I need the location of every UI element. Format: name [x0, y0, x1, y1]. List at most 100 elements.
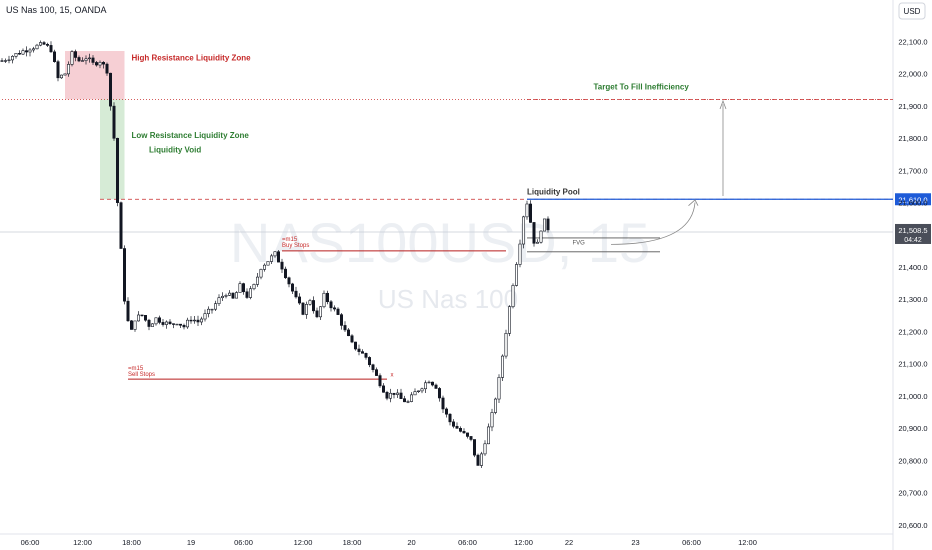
candle-body — [476, 454, 480, 466]
candle-body — [350, 335, 354, 343]
price-tick-label: 21,800.0 — [898, 134, 927, 143]
zone-high-resistance-liquidity-zone — [65, 51, 125, 100]
candle-body — [52, 51, 56, 62]
candle-body — [21, 50, 25, 55]
price-axis[interactable]: 21,610.0 20,600.0 20,700.0 20,800.0 20,900.0… — [895, 37, 931, 530]
zones-layer — [65, 51, 125, 200]
candle-body — [511, 285, 515, 308]
candle-body — [500, 355, 504, 378]
candle-body — [427, 381, 431, 384]
candle-body — [381, 385, 385, 393]
time-tick-label: 20 — [407, 538, 415, 547]
candle-body — [455, 425, 459, 429]
candle-body — [38, 42, 42, 46]
price-axis-panel — [893, 0, 932, 550]
candle-body — [165, 321, 169, 325]
candle-body — [56, 61, 60, 79]
candle-body — [318, 306, 322, 318]
candle-body — [0, 60, 4, 62]
price-tick-label: 22,100.0 — [898, 37, 927, 46]
candle-body — [4, 60, 8, 62]
candle-body — [137, 314, 141, 322]
candle-body — [280, 261, 284, 270]
candle-body — [420, 388, 424, 392]
candle-body — [224, 295, 228, 297]
candle-body — [193, 319, 197, 322]
candle-body — [406, 401, 410, 403]
annotation-label: =m15 — [282, 237, 298, 243]
candle-body — [228, 292, 232, 296]
time-tick-label: 12:00 — [73, 538, 92, 547]
candle-body — [210, 308, 214, 311]
candle-body — [409, 394, 413, 402]
time-tick-label: 12:00 — [294, 538, 313, 547]
candle-body — [458, 428, 462, 432]
candle-body — [528, 203, 532, 223]
watermark: NAS100USD, 15 US Nas 100 — [230, 211, 650, 314]
candle-body — [353, 341, 357, 350]
annotation-label: x — [391, 373, 394, 379]
candle-body — [539, 230, 543, 243]
candle-body — [158, 317, 162, 323]
candle-body — [63, 73, 67, 76]
candle-body — [413, 391, 417, 396]
annotation-label: Low Resistance Liquidity Zone — [132, 131, 250, 140]
candle-body — [24, 50, 28, 53]
candle-body — [360, 351, 364, 354]
candle-body — [357, 348, 361, 352]
candle-body — [217, 297, 221, 304]
price-tick-label: 21,000.0 — [898, 392, 927, 401]
time-tick-label: 18:00 — [343, 538, 362, 547]
candle-body — [168, 321, 172, 324]
candle-body — [249, 288, 253, 298]
candle-body — [98, 62, 102, 66]
candle-body — [448, 413, 452, 423]
candle-body — [252, 284, 256, 290]
candle-body — [392, 392, 396, 395]
candle-body — [339, 314, 343, 326]
candle-body — [336, 308, 340, 315]
candle-body — [140, 314, 144, 317]
candle-body — [311, 300, 315, 312]
symbol-title[interactable]: US Nas 100, 15, OANDA — [6, 5, 107, 15]
currency-button[interactable]: USD — [898, 2, 926, 20]
candle-body — [42, 42, 46, 45]
candle-body — [133, 320, 137, 330]
candle-body — [315, 310, 319, 318]
candle-body — [329, 301, 333, 309]
candle-body — [109, 72, 113, 107]
candle-body — [462, 431, 466, 434]
candle-body — [17, 53, 21, 55]
price-tick-label: 21,300.0 — [898, 295, 927, 304]
candle-body — [123, 248, 127, 302]
annotation-label: Sell Stops — [128, 372, 155, 378]
candle-body — [88, 57, 92, 60]
candle-body — [308, 300, 312, 305]
watermark-ticker: NAS100USD, 15 — [230, 211, 650, 274]
candle-body — [119, 202, 123, 249]
candle-body — [304, 304, 308, 315]
candle-body — [116, 137, 120, 203]
candle-body — [151, 323, 155, 327]
candle-body — [147, 319, 151, 327]
candle-body — [444, 408, 448, 415]
candle-body — [535, 241, 539, 244]
candle-body — [402, 398, 406, 403]
price-tick-label: 20,600.0 — [898, 521, 927, 530]
candle-body — [105, 63, 109, 74]
time-axis[interactable]: 06:00 12:00 18:00 19 06:00 12:00 18:00 20 06:00 1… — [21, 538, 757, 547]
candle-body — [130, 320, 134, 330]
candle-body — [385, 391, 389, 399]
candle-body — [364, 352, 368, 358]
level-price-tag — [895, 193, 931, 206]
candle-body — [486, 426, 490, 445]
current-price-label: 21,508.5 — [898, 226, 927, 235]
candle-body — [95, 62, 99, 66]
price-tick-label: 20,900.0 — [898, 424, 927, 433]
candle-body — [67, 64, 71, 75]
candle-body — [294, 290, 298, 298]
candle-body — [430, 381, 434, 386]
candle-body — [262, 264, 266, 270]
candle-body — [469, 436, 473, 440]
